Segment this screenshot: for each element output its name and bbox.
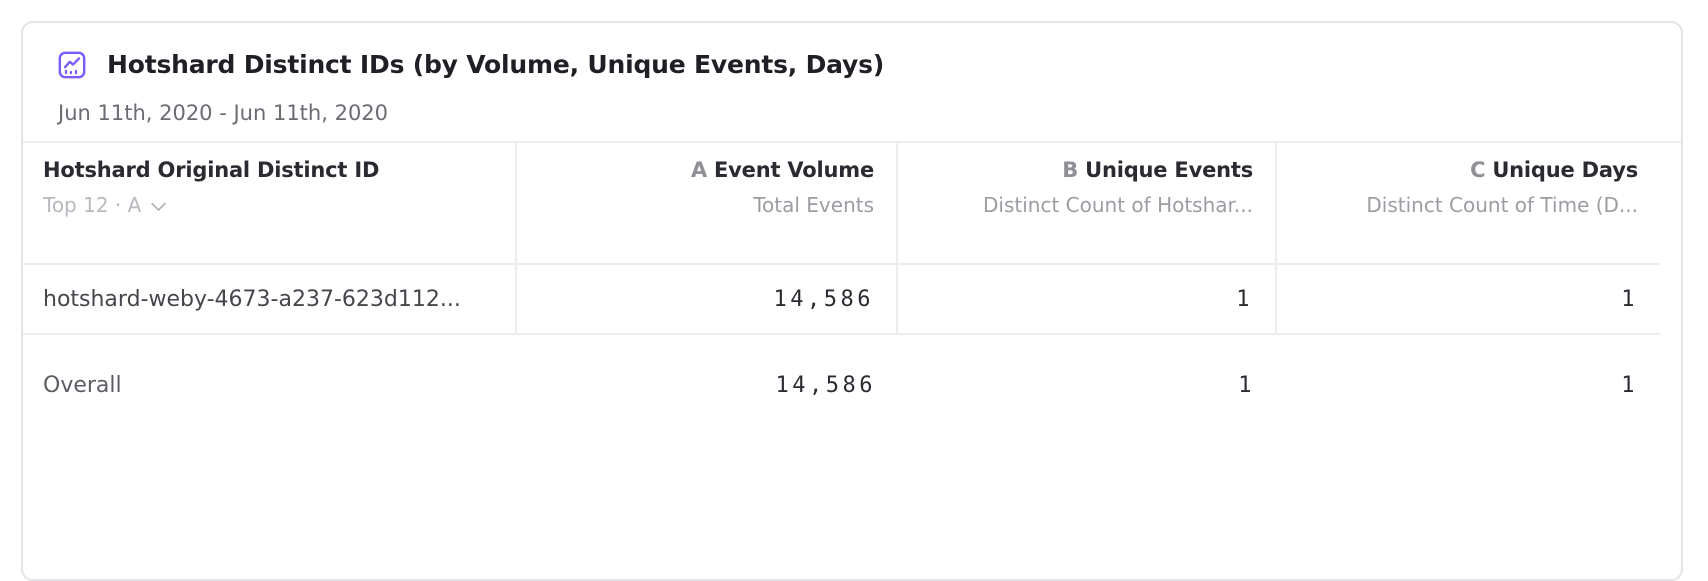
overall-label: Overall xyxy=(43,373,122,398)
table-row-event-volume-cell: 14,586 xyxy=(517,265,898,335)
overall-event-volume-cell: 14,586 xyxy=(517,335,898,436)
report-card-header: Hotshard Distinct IDs (by Volume, Unique… xyxy=(23,23,1681,143)
top-n-dropdown-label: Top 12 · A xyxy=(43,193,142,217)
series-letter-c: C xyxy=(1470,158,1486,182)
overall-event-volume-value: 14,586 xyxy=(775,373,876,398)
col-header-event-volume[interactable]: A Event Volume Total Events xyxy=(517,143,898,265)
date-range-label: Jun 11th, 2020 - Jun 11th, 2020 xyxy=(58,101,389,125)
report-title-row: Hotshard Distinct IDs (by Volume, Unique… xyxy=(58,50,884,79)
top-n-dropdown[interactable]: Top 12 · A xyxy=(43,193,167,217)
report-card: Hotshard Distinct IDs (by Volume, Unique… xyxy=(21,21,1683,581)
results-table: Hotshard Original Distinct ID Top 12 · A… xyxy=(23,143,1681,436)
chevron-down-icon[interactable] xyxy=(151,195,167,212)
header-gutter xyxy=(1660,143,1681,265)
table-row-id-cell: hotshard-weby-4673-a237-623d112... xyxy=(23,265,517,335)
col-header-unique-events-label: Unique Events xyxy=(1085,158,1253,182)
series-letter-b: B xyxy=(1062,158,1079,182)
col-header-distinct-id[interactable]: Hotshard Original Distinct ID Top 12 · A xyxy=(23,143,517,265)
table-row-unique-events-cell: 1 xyxy=(898,265,1277,335)
overall-unique-events-cell: 1 xyxy=(898,335,1277,436)
col-subheader-distinct-count-days: Distinct Count of Time (D... xyxy=(1366,193,1638,217)
overall-unique-days-value: 1 xyxy=(1621,373,1638,398)
unique-days-value: 1 xyxy=(1621,286,1638,312)
overall-gutter xyxy=(1660,335,1681,436)
col-header-unique-days[interactable]: C Unique Days Distinct Count of Time (D..… xyxy=(1277,143,1660,265)
col-subheader-total-events: Total Events xyxy=(753,193,874,217)
line-chart-icon xyxy=(58,51,86,78)
overall-row-label-cell: Overall xyxy=(23,335,517,436)
unique-events-value: 1 xyxy=(1236,286,1253,312)
col-header-unique-days-label: Unique Days xyxy=(1492,158,1638,182)
row-gutter xyxy=(1660,265,1681,335)
overall-unique-events-value: 1 xyxy=(1238,373,1255,398)
distinct-id-value: hotshard-weby-4673-a237-623d112... xyxy=(43,286,461,312)
overall-unique-days-cell: 1 xyxy=(1277,335,1660,436)
col-header-unique-events[interactable]: B Unique Events Distinct Count of Hotshar… xyxy=(898,143,1277,265)
col-header-event-volume-label: Event Volume xyxy=(714,158,874,182)
event-volume-value: 14,586 xyxy=(773,286,874,312)
report-title[interactable]: Hotshard Distinct IDs (by Volume, Unique… xyxy=(107,50,885,79)
table-row-unique-days-cell: 1 xyxy=(1277,265,1660,335)
col-header-distinct-id-label: Hotshard Original Distinct ID xyxy=(43,158,380,182)
col-subheader-distinct-count-events: Distinct Count of Hotshar... xyxy=(983,193,1253,217)
series-letter-a: A xyxy=(690,158,708,182)
